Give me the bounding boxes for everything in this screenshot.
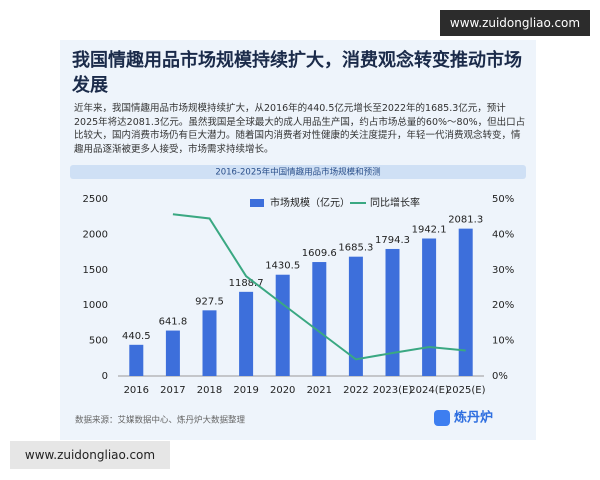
bar-value-label: 1685.3 [338, 243, 373, 254]
y-tick-label: 1000 [83, 300, 108, 311]
bar-value-label: 1942.1 [412, 224, 447, 235]
y-tick-label: 500 [89, 336, 108, 347]
y-tick-label: 0 [102, 371, 108, 382]
x-tick-label: 2022 [343, 385, 368, 396]
chart-title: 2016-2025年中国情趣用品市场规模和预测 [215, 167, 380, 178]
y-tick-label: 1500 [83, 265, 108, 276]
bar-value-label: 1430.5 [265, 261, 300, 272]
watermark: www.zuidongliao.com [10, 441, 170, 469]
legend-label: 同比增长率 [370, 196, 420, 209]
x-tick-label: 2016 [124, 385, 149, 396]
x-tick-label: 2020 [270, 385, 295, 396]
x-tick-label: 2021 [307, 385, 332, 396]
x-tick-label: 2024(E) [409, 385, 449, 396]
source: 数据来源：艾媒数据中心、炼丹炉大数据整理 [75, 415, 246, 426]
y2-tick-label: 50% [492, 194, 514, 205]
chart-title-band [70, 165, 526, 179]
bar-value-label: 1188.7 [229, 278, 264, 289]
bar-value-label: 927.5 [195, 296, 224, 307]
bar-value-label: 440.5 [122, 331, 151, 342]
logo-icon [434, 410, 450, 426]
bar [239, 291, 254, 376]
logo: 炼丹炉 [454, 410, 493, 426]
bar [312, 262, 327, 376]
bar-value-label: 2081.3 [448, 215, 483, 226]
y2-tick-label: 10% [492, 336, 514, 347]
x-tick-label: 2019 [233, 385, 258, 396]
x-tick-label: 2025(E) [446, 385, 486, 396]
legend-label: 市场规模（亿元） [270, 196, 350, 209]
y2-tick-label: 40% [492, 229, 514, 240]
bar [129, 344, 144, 376]
intro-text: 近年来，我国情趣用品市场规模持续扩大，从2016年的440.5亿元增长至2022… [74, 103, 526, 155]
bar [202, 310, 217, 376]
growth-line [172, 213, 466, 361]
x-tick-label: 2018 [197, 385, 222, 396]
y2-tick-label: 30% [492, 265, 514, 276]
x-tick-label: 2023(E) [373, 385, 413, 396]
y2-tick-label: 20% [492, 300, 514, 311]
watermark: www.zuidongliao.com [440, 10, 590, 36]
bar-value-label: 1794.3 [375, 235, 410, 246]
bar [422, 238, 437, 376]
x-tick-label: 2017 [160, 385, 185, 396]
legend-swatch [250, 199, 264, 207]
bar-value-label: 1609.6 [302, 248, 337, 259]
bar [165, 330, 180, 376]
bar [348, 256, 363, 376]
title: 我国情趣用品市场规模持续扩大，消费观念转变推动市场发展 [72, 50, 522, 96]
y-tick-label: 2000 [83, 229, 108, 240]
bar [385, 248, 400, 376]
bar-value-label: 641.8 [159, 317, 188, 328]
bar [275, 274, 290, 376]
bar [458, 228, 473, 376]
y-tick-label: 2500 [83, 194, 108, 205]
y2-tick-label: 0% [492, 371, 508, 382]
